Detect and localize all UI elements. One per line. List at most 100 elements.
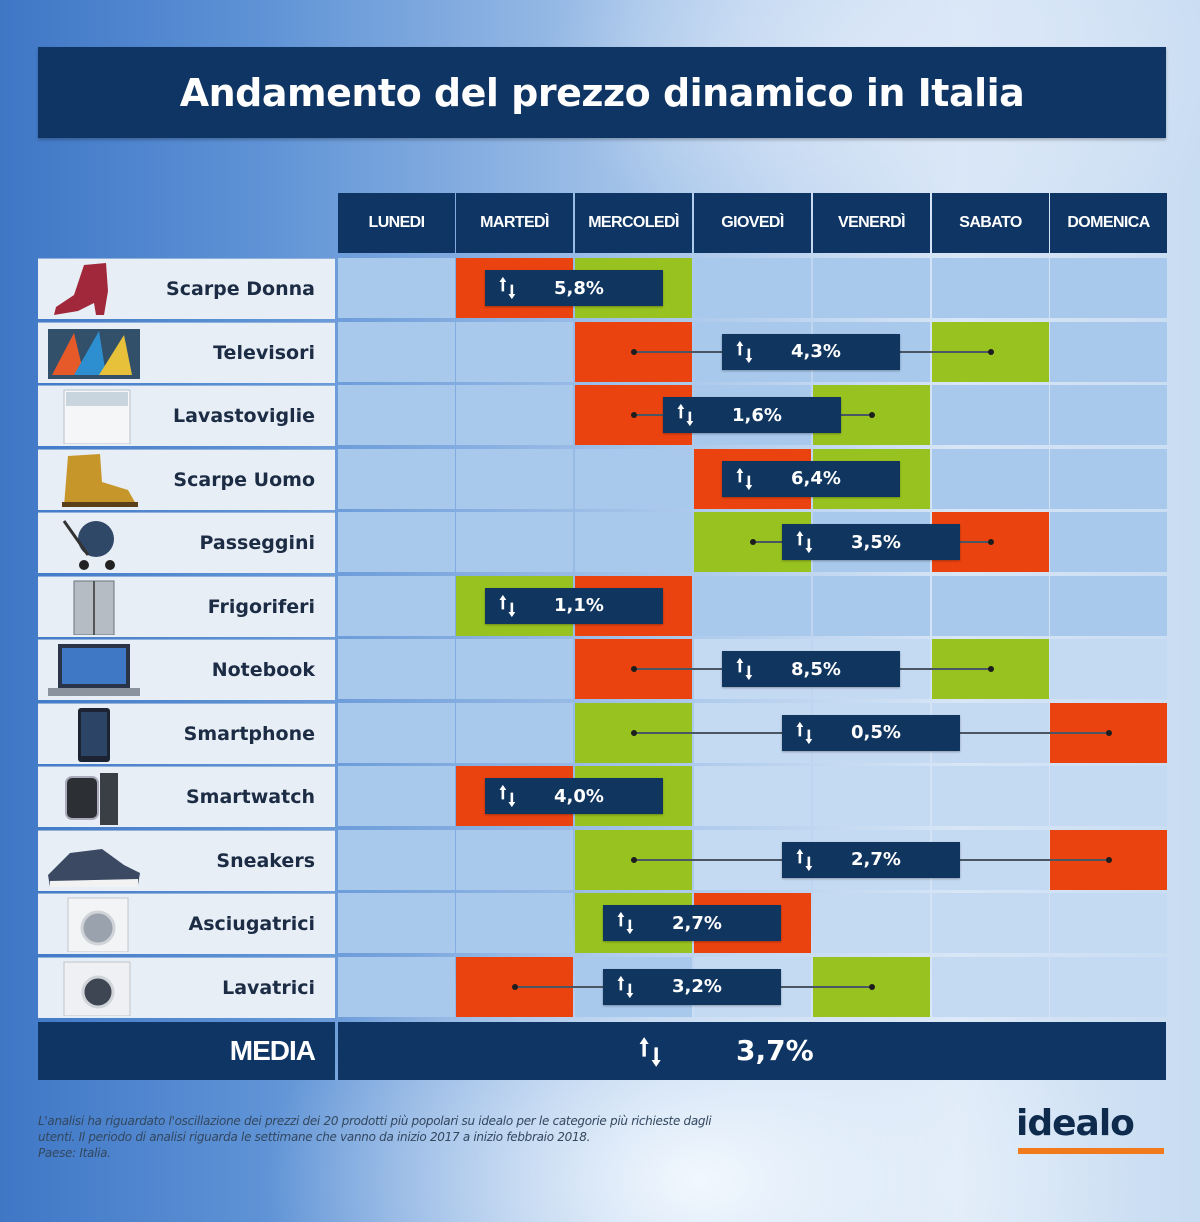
range-endpoint-dot [868,983,875,990]
range-endpoint-dot [987,666,994,672]
price-variation-badge: 3,5% [782,524,960,560]
up-down-arrows-icon [617,975,634,998]
day-cell [338,766,455,826]
day-cell [338,575,455,636]
day-cell [456,385,573,445]
category-name: Smartwatch [185,786,315,808]
footnote: L'analisi ha riguardato l'oscillazione d… [38,1113,918,1161]
day-cell [338,385,455,445]
day-cell [1050,639,1167,699]
day-cell [932,448,1049,509]
day-cell [456,893,573,953]
price-variation-value: 2,7% [851,849,901,870]
day-cell [338,702,455,763]
category-name: Lavatrici [222,976,315,999]
price-variation-value: 2,7% [672,912,722,934]
up-down-arrows-icon [617,911,634,935]
day-cell [813,575,930,636]
media-value: 3,7% [736,1034,814,1067]
laptop-icon [48,644,140,696]
dishwasher-icon [63,389,131,444]
day-cell [575,512,692,572]
range-endpoint-dot [511,983,518,990]
up-down-arrows-icon [736,657,753,681]
day-cell [575,448,692,509]
price-variation-value: 0,5% [851,722,901,743]
row-label: Sneakers [38,829,335,891]
row-label: Frigoriferi [38,575,335,637]
range-endpoint-dot [987,348,994,355]
day-header-venerd: VENERDÌ [813,193,930,253]
row-label: Scarpe Donna [38,258,335,319]
row-label: Lavatrici [38,956,335,1018]
logo-text: idealo [1016,1103,1135,1144]
price-variation-badge: 1,1% [485,587,663,624]
price-variation-value: 3,5% [851,531,901,553]
day-cell [456,702,573,763]
day-cell [338,321,455,382]
logo-underline [1018,1148,1164,1154]
day-cell [338,512,455,572]
day-cell [694,766,811,826]
smartphone-icon [78,707,110,762]
day-cell [1050,385,1167,445]
category-name: Asciugatrici [188,913,315,935]
washing-machine-icon [63,961,131,1016]
media-value-bar: 3,7% [338,1022,1166,1080]
range-endpoint-dot [630,856,637,863]
day-header-marted: MARTEDÌ [456,193,573,253]
day-cell [338,448,455,509]
range-endpoint-dot [630,412,637,418]
day-cell [1050,893,1167,953]
day-cell [932,956,1049,1017]
price-variation-badge: 2,7% [782,841,960,878]
chart-title: Andamento del prezzo dinamico in Italia [179,70,1025,115]
price-variation-value: 5,8% [554,277,604,299]
price-variation-value: 6,4% [791,468,841,489]
category-name: Televisori [213,341,315,364]
mens-boot-icon [62,453,138,507]
up-down-arrows-icon [796,721,813,744]
television-icon [48,328,140,379]
row-label: Lavastoviglie [38,385,335,446]
womens-boot-icon [54,263,108,315]
day-cell [1050,956,1167,1017]
category-name: Sneakers [216,849,315,872]
price-variation-badge: 4,0% [485,778,663,814]
up-down-arrows-icon [499,276,516,300]
day-header-domenica: DOMENICA [1050,193,1167,253]
day-cell [1050,448,1167,509]
range-endpoint-dot [1105,729,1112,736]
price-variation-badge: 6,4% [722,460,900,497]
day-cell [1050,258,1167,318]
up-down-arrows-icon [796,848,813,871]
category-name: Lavastoviglie [173,405,315,427]
row-label: Smartwatch [38,766,335,827]
range-endpoint-dot [1105,856,1112,863]
category-name: Scarpe Donna [166,278,315,300]
price-variation-badge: 1,6% [663,397,841,433]
range-endpoint-dot [868,412,875,418]
category-name: Scarpe Uomo [173,468,315,491]
day-header-sabato: SABATO [932,193,1049,253]
up-down-arrows-icon [796,530,813,554]
up-down-arrows-icon [736,340,753,363]
title-bar: Andamento del prezzo dinamico in Italia [38,47,1166,138]
price-variation-badge: 4,3% [722,333,900,370]
day-cell [456,321,573,382]
day-header-lunedi: LUNEDI [338,193,455,253]
category-name: Frigoriferi [207,595,315,618]
day-cell [813,766,930,826]
day-cell [932,385,1049,445]
up-down-arrows-icon [736,467,753,490]
day-cell [456,448,573,509]
day-cell [338,893,455,953]
range-endpoint-dot [630,666,637,672]
day-cell [932,893,1049,953]
day-cell [1050,321,1167,382]
price-variation-badge: 8,5% [722,651,900,687]
fridge-icon [73,580,115,635]
footnote-line: L'analisi ha riguardato l'oscillazione d… [38,1114,712,1128]
day-cell [456,512,573,572]
price-variation-value: 8,5% [791,658,841,680]
